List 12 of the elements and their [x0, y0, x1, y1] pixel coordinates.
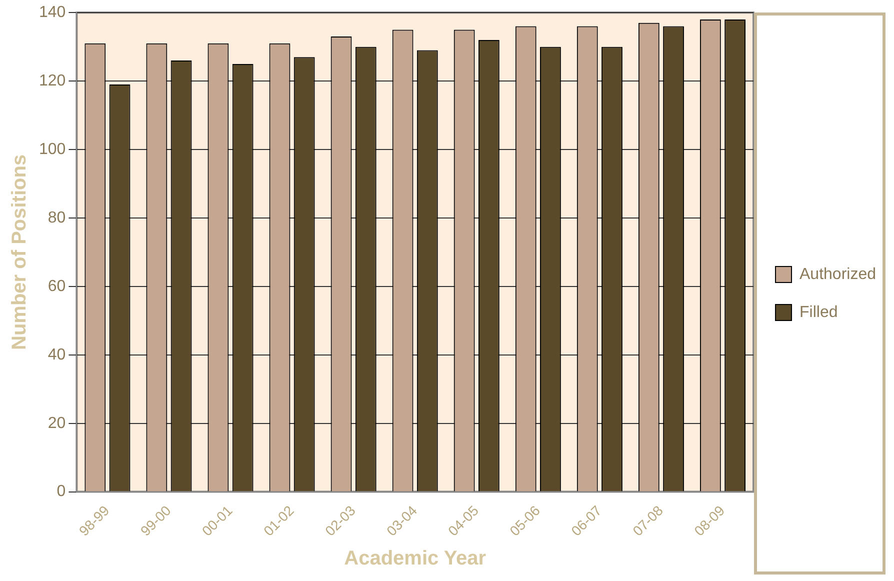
y-tick-label: 40 [48, 346, 66, 364]
y-axis-title: Number of Positions [8, 154, 31, 350]
x-axis-title: Academic Year [344, 548, 486, 570]
legend-label: Authorized [800, 266, 876, 283]
y-tick-label: 0 [56, 483, 66, 500]
y-tick-label: 140 [38, 4, 66, 22]
y-tick-label: 20 [48, 414, 66, 432]
y-tick-label: 120 [38, 72, 66, 90]
y-tick-label: 100 [38, 140, 66, 158]
y-tick-label: 80 [48, 209, 66, 226]
legend-label: Filled [800, 304, 838, 321]
y-tick-label: 60 [48, 278, 66, 295]
